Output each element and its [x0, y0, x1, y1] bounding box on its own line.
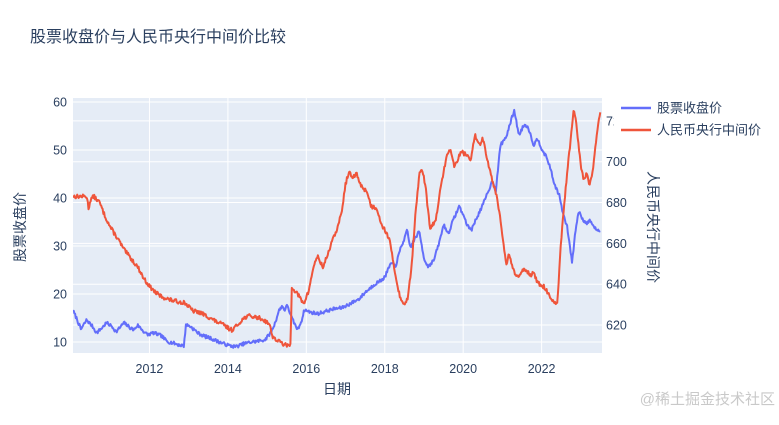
y-right-axis-title: 人民币央行中间价 [645, 171, 661, 283]
x-tick-label: 2016 [292, 362, 320, 376]
gridlines [73, 98, 602, 353]
y-left-tick-label: 20 [53, 287, 67, 301]
legend-label-rmb: 人民币央行中间价 [657, 123, 761, 138]
legend: 股票收盘价 人民币央行中间价 [614, 96, 779, 146]
x-axis-title: 日期 [323, 381, 351, 397]
legend-label-stock: 股票收盘价 [657, 101, 722, 116]
legend-item-stock[interactable]: 股票收盘价 [621, 101, 722, 116]
y-right-tick-label: 680 [606, 196, 627, 210]
y-left-tick-label: 50 [53, 143, 67, 157]
y-right-tick-label: 660 [606, 237, 627, 251]
chart-title: 股票收盘价与人民币央行中间价比较 [30, 27, 286, 46]
y-right-tick-label: 640 [606, 278, 627, 292]
x-tick-label: 2014 [214, 362, 242, 376]
x-tick-label: 2018 [371, 362, 399, 376]
y-left-tick-label: 40 [53, 191, 67, 205]
y-right-tick-label: 620 [606, 319, 627, 333]
y-right-tick-label: 700 [606, 155, 627, 169]
legend-item-rmb[interactable]: 人民币央行中间价 [621, 123, 761, 138]
y-left-tick-label: 60 [53, 95, 67, 109]
legend-background [614, 96, 779, 146]
y-left-tick-label: 30 [53, 239, 67, 253]
y-left-axis-title: 股票收盘价 [12, 192, 28, 262]
x-tick-label: 2012 [136, 362, 164, 376]
x-tick-label: 2022 [528, 362, 556, 376]
axis-tick-labels: 2012201420162018202020226050403020107207… [53, 95, 627, 376]
series-line-rmb[interactable] [73, 110, 602, 348]
series-line-stock[interactable] [73, 108, 601, 349]
data-series [73, 108, 602, 349]
x-tick-label: 2020 [449, 362, 477, 376]
watermark: @稀土掘金技术社区 [640, 391, 775, 408]
y-left-tick-label: 10 [53, 335, 67, 349]
